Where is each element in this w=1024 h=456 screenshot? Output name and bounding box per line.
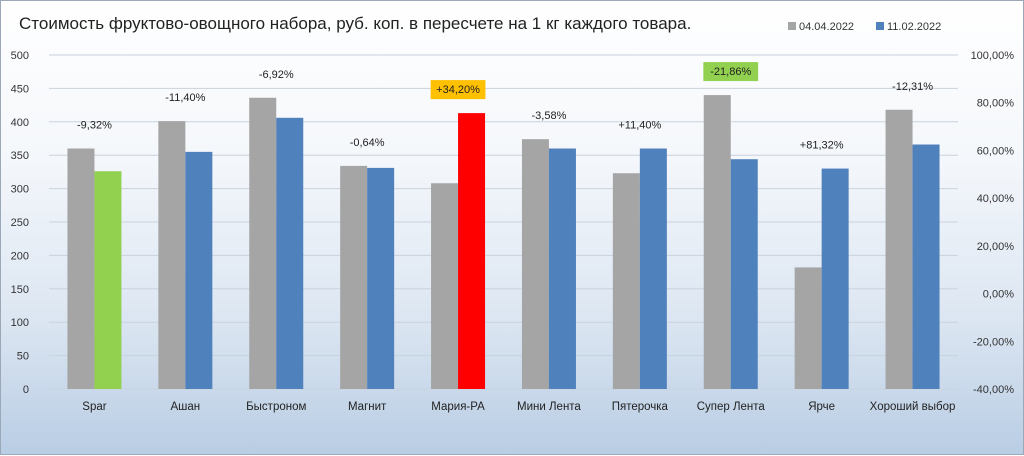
legend-swatch-series-2 (876, 22, 884, 30)
y-tick-label: 400 (11, 117, 29, 129)
bar (548, 148, 576, 389)
bar (639, 148, 667, 389)
bar (612, 173, 640, 389)
data-label-highlight (430, 80, 486, 100)
y-tick-label: 100 (11, 317, 29, 329)
category-label: Ярче (808, 401, 835, 413)
category-label: Мини Лента (517, 401, 581, 413)
bar (67, 148, 95, 389)
category-label: Пятерочка (612, 401, 669, 413)
legend: 04.04.2022 11.02.2022 (788, 21, 941, 33)
category-labels: Spar Ашан Быстроном Магнит Мария-РА Мини Лент… (82, 401, 955, 413)
y2-tick-label: 20,00% (977, 241, 1015, 253)
percent-change-label: -21,86% (710, 66, 751, 78)
percent-change-label: +34,20% (436, 84, 480, 96)
bar (158, 121, 186, 389)
bar (521, 139, 549, 389)
percent-change-label: -12,31% (892, 81, 933, 93)
y-axis-left: 0 50 100 150 200 250 300 350 400 450 500 (11, 50, 29, 396)
bar (794, 267, 822, 389)
legend-swatch-series-1 (788, 22, 796, 30)
percent-change-label: -11,40% (165, 92, 205, 104)
y2-tick-label: -20,00% (973, 336, 1014, 348)
percent-change-label: -9,32% (77, 120, 112, 132)
y-tick-label: 200 (11, 250, 29, 262)
category-label: Мария-РА (431, 401, 485, 413)
category-label: Магнит (348, 401, 387, 413)
y-tick-label: 150 (11, 284, 29, 296)
bar (730, 159, 758, 389)
percent-change-label: -6,92% (259, 69, 294, 81)
y-tick-label: 50 (17, 351, 29, 363)
y-tick-label: 250 (11, 217, 29, 229)
legend-label-series-1: 04.04.2022 (799, 21, 854, 33)
bar (94, 171, 122, 389)
y2-tick-label: 40,00% (977, 193, 1015, 205)
y2-tick-label: 80,00% (977, 98, 1015, 110)
bar (185, 151, 213, 389)
data-label-highlight (703, 62, 759, 82)
bars (67, 95, 940, 390)
bar (458, 113, 486, 389)
y-axis-right: -40,00% -20,00% 0,00% 20,00% 40,00% 60,00% 80,… (971, 50, 1015, 396)
y2-tick-label: -40,00% (973, 384, 1014, 396)
y2-tick-label: 60,00% (977, 145, 1015, 157)
y-tick-label: 0 (23, 384, 29, 396)
category-label: Ашан (171, 401, 201, 413)
bar (885, 109, 913, 389)
bar (367, 167, 395, 389)
category-label: Супер Лента (697, 401, 766, 413)
y-tick-label: 500 (11, 50, 29, 62)
percent-change-label: -0,64% (350, 137, 385, 149)
bar (249, 97, 277, 389)
percent-change-label: +11,40% (618, 120, 661, 132)
percent-change-label: -3,58% (532, 110, 567, 122)
data-labels: -9,32% -11,40% -6,92% -0,64% +34,20% -3,58% +1… (77, 62, 933, 152)
y2-tick-label: 100,00% (971, 50, 1015, 62)
category-label: Spar (82, 401, 106, 413)
bar (340, 165, 368, 389)
category-label: Быстроном (246, 401, 306, 413)
y2-tick-label: 0,00% (983, 289, 1014, 301)
bar (703, 95, 731, 389)
bar (276, 117, 304, 390)
legend-label-series-2: 11.02.2022 (887, 21, 941, 33)
bar (821, 168, 849, 389)
bar (431, 183, 459, 389)
y-tick-label: 450 (11, 83, 29, 95)
category-label: Хороший выбор (870, 401, 956, 413)
chart-title: Стоимость фруктово-овощного набора, руб.… (19, 14, 691, 33)
y-tick-label: 300 (11, 184, 29, 196)
percent-change-label: +81,32% (800, 140, 844, 152)
y-tick-label: 350 (11, 150, 29, 162)
bar (912, 144, 940, 389)
